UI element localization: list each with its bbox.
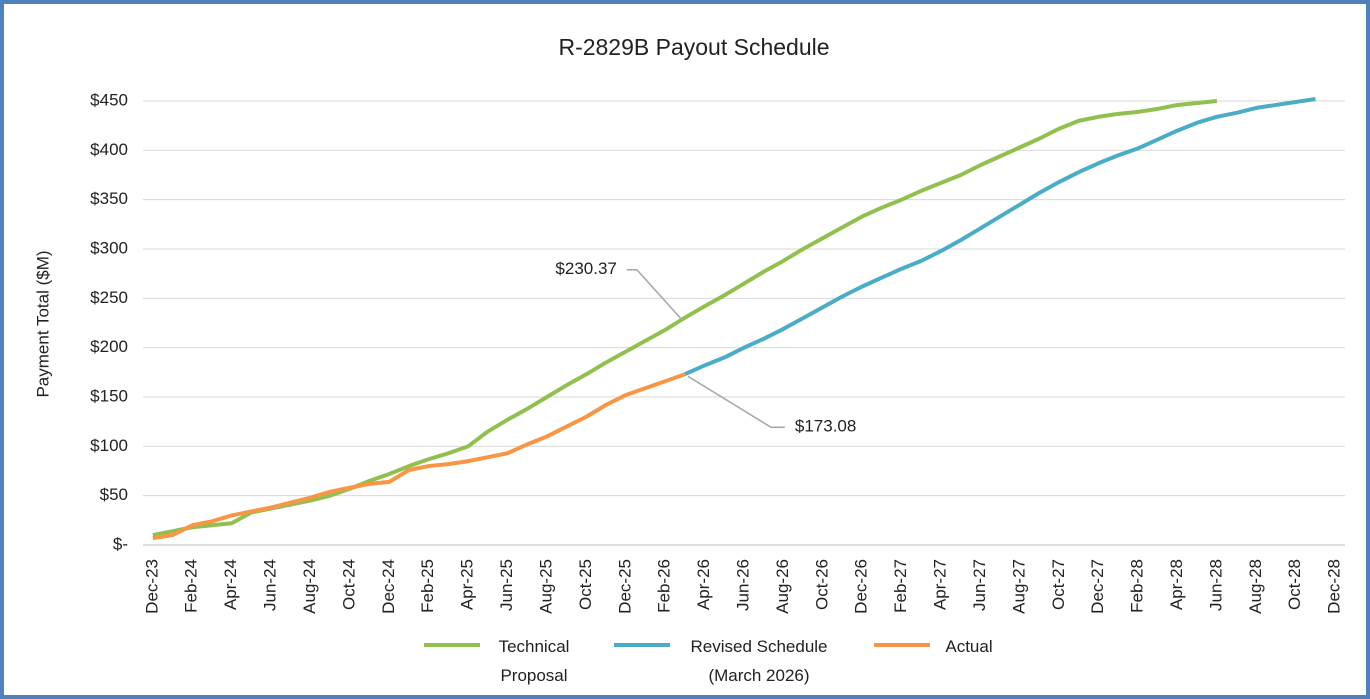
x-tick-label: Apr-25 <box>458 559 477 610</box>
series-line <box>152 99 1218 538</box>
x-tick-label: Aug-24 <box>300 559 319 614</box>
x-tick-label: Aug-26 <box>773 559 792 614</box>
legend-label: Actual <box>945 637 993 656</box>
data-label: $230.37 <box>555 259 616 278</box>
legend-item: Technical Proposal <box>424 632 584 690</box>
y-tick-label: $400 <box>90 140 128 159</box>
x-tick-label: Jun-28 <box>1206 559 1225 611</box>
x-tick-label: Dec-27 <box>1088 559 1107 614</box>
leader-line <box>687 375 785 428</box>
y-tick-label: $200 <box>90 337 128 356</box>
x-tick-label: Jun-24 <box>261 559 280 611</box>
y-tick-label: $350 <box>90 189 128 208</box>
chart: R-2829B Payout Schedule Payment Total ($… <box>33 34 1345 614</box>
y-tick-label: $450 <box>90 90 128 109</box>
x-tick-label: Dec-28 <box>1325 559 1344 614</box>
y-tick-label: $150 <box>90 386 128 405</box>
y-tick-label: $300 <box>90 238 128 257</box>
x-tick-label: Aug-27 <box>1009 559 1028 614</box>
x-tick-label: Apr-28 <box>1167 559 1186 610</box>
leader-line <box>626 268 683 321</box>
x-tick-label: Apr-26 <box>694 559 713 610</box>
legend-swatch <box>874 643 930 647</box>
x-tick-label: Feb-27 <box>891 559 910 613</box>
x-tick-label: Dec-24 <box>379 559 398 614</box>
series-line <box>152 372 686 541</box>
series-line <box>684 97 1316 377</box>
legend-swatch <box>614 643 670 647</box>
y-axis-label: Payment Total ($M) <box>33 250 52 397</box>
data-label: $173.08 <box>795 417 856 436</box>
x-tick-label: Oct-24 <box>339 559 358 610</box>
x-tick-label: Oct-25 <box>576 559 595 610</box>
x-tick-label: Aug-28 <box>1246 559 1265 614</box>
x-tick-label: Jun-26 <box>733 559 752 611</box>
y-tick-label: $100 <box>90 436 128 455</box>
x-tick-label: Feb-26 <box>655 559 674 613</box>
x-tick-label: Apr-27 <box>931 559 950 610</box>
x-tick-label: Feb-24 <box>182 559 201 613</box>
x-tick-label: Oct-28 <box>1285 559 1304 610</box>
legend-item: Revised Schedule (March 2026) <box>614 632 844 690</box>
x-tick-label: Apr-24 <box>221 559 240 610</box>
x-tick-label: Feb-28 <box>1128 559 1147 613</box>
x-tick-label: Feb-25 <box>418 559 437 613</box>
legend: Technical Proposal Revised Schedule (Marc… <box>424 632 1004 690</box>
y-tick-label: $250 <box>90 288 128 307</box>
legend-label: Revised Schedule (March 2026) <box>690 637 828 685</box>
x-tick-label: Jun-25 <box>497 559 516 611</box>
chart-title: R-2829B Payout Schedule <box>558 34 829 60</box>
x-tick-label: Dec-23 <box>142 559 161 614</box>
legend-label: Technical Proposal <box>498 637 570 685</box>
x-tick-label: Oct-27 <box>1049 559 1068 610</box>
x-tick-label: Dec-26 <box>852 559 871 614</box>
y-tick-label: $- <box>113 534 128 553</box>
x-tick-label: Oct-26 <box>812 559 831 610</box>
x-tick-label: Jun-27 <box>970 559 989 611</box>
legend-item: Actual <box>874 632 1004 690</box>
legend-swatch <box>424 643 480 647</box>
x-tick-label: Aug-25 <box>536 559 555 614</box>
y-tick-label: $50 <box>100 485 128 504</box>
x-tick-label: Dec-25 <box>615 559 634 614</box>
